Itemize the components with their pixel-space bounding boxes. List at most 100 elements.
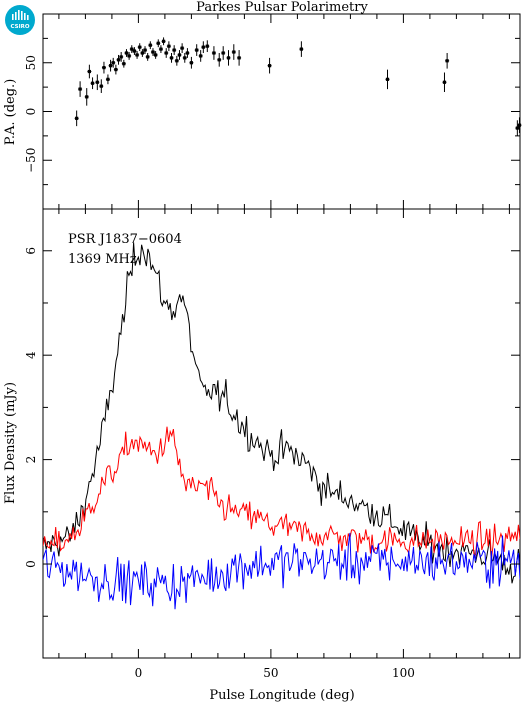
pa-marker [75,116,79,120]
pa-y-tick-label: 0 [24,108,38,116]
pa-point [185,48,190,58]
pa-marker [99,84,103,88]
flux-y-tick-label: 2 [24,456,38,464]
pa-marker [87,69,91,74]
pa-marker [132,49,137,53]
pa-point [237,50,242,66]
pa-y-axis-label: P.A. (deg.) [3,79,18,146]
pa-marker [116,58,121,62]
pa-marker [226,56,231,60]
pa-marker [212,51,216,55]
pa-marker [199,54,203,58]
pa-point [116,54,121,65]
pa-marker [201,45,205,49]
pa-point [105,74,110,85]
pa-point [156,39,161,48]
flux-panel: 0 2 4 6 0 50 100 PSR J1837−0604 1369 MHz Flux… [3,208,521,703]
pa-marker [85,95,89,99]
pa-point [161,37,166,46]
pa-point [226,50,231,66]
pa-point [180,43,185,53]
pa-marker [119,55,123,59]
pa-marker [90,81,95,85]
pa-point [111,57,116,68]
pa-marker [159,47,163,51]
pa-point [515,120,520,136]
pa-marker [237,56,241,60]
pa-point [267,57,272,74]
pa-point [177,50,182,60]
pa-y-tick-label: −50 [24,148,38,173]
pa-point [119,52,124,62]
pa-marker [146,55,150,59]
pa-marker [517,123,522,127]
flux-y-tick-label: 4 [24,351,38,359]
pa-point [211,46,216,60]
pa-marker [164,51,168,55]
circular-polarization-line [43,532,520,610]
pa-marker [217,58,221,62]
pa-marker [143,48,147,52]
pa-point [137,43,142,52]
pa-points [74,37,522,136]
pa-panel-frame [42,13,521,210]
pa-marker [442,80,447,84]
pa-point [166,41,171,52]
pa-marker [151,50,155,54]
pa-marker [169,56,174,60]
flux-x-tick-label: 0 [135,666,143,680]
pa-marker [299,47,303,51]
pa-point [231,44,236,60]
pa-point [84,88,89,106]
pa-point [108,59,113,72]
pa-point [217,53,222,67]
pa-point [194,44,199,56]
flux-y-tick-label: 6 [24,247,38,255]
pa-marker [185,51,190,55]
pa-point [172,45,177,55]
pa-point [517,117,522,133]
pa-marker [122,62,126,66]
pa-point [150,48,155,56]
pa-point [143,46,148,54]
pa-point [169,53,174,63]
pa-point [113,64,118,75]
pa-marker [267,64,272,68]
annotation-psr: PSR J1837−0604 [68,232,182,247]
pa-point [121,59,126,68]
flux-x-tick-label: 100 [392,666,415,680]
pa-marker [148,43,152,47]
pa-point [99,79,104,93]
pa-marker [515,126,519,130]
pa-point [90,77,95,90]
pa-marker [124,51,129,55]
pa-x-axis [58,14,510,209]
pa-marker [232,50,236,54]
pa-marker [177,53,182,57]
csiro-logo-text: CSIRO [10,24,29,30]
annotation-frequency: 1369 MHz [68,252,137,267]
pa-point [95,74,100,91]
pa-marker [195,48,199,52]
pa-marker [130,47,134,51]
pa-point [442,72,447,92]
pa-marker [205,44,209,48]
pa-point [145,53,150,61]
chart-title: Parkes Pulsar Polarimetry [196,0,368,15]
flux-y-axis-label: Flux Density (mJy) [3,382,18,504]
linear-polarization-line [43,426,520,560]
flux-x-tick-label: 50 [263,666,278,680]
pa-y-axis: −50 0 50 [24,37,520,186]
pa-point [164,48,169,58]
pa-panel: −50 0 50 P.A. (deg.) [3,13,522,210]
flux-y-tick-label: 0 [24,560,38,568]
pa-point [78,81,83,97]
pa-marker [445,59,449,63]
pa-marker [180,46,184,50]
pa-marker [183,56,187,60]
pa-point [132,47,137,55]
pa-point [87,64,92,79]
pa-point [129,45,134,53]
pa-marker [114,67,118,72]
